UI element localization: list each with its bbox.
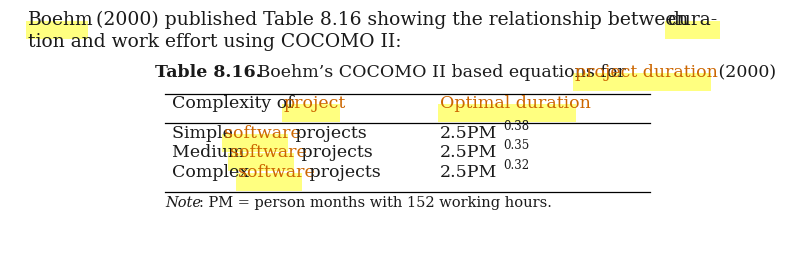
Text: : PM = person months with 152 working hours.: : PM = person months with 152 working ho…	[199, 196, 552, 210]
Text: 0.32: 0.32	[503, 159, 529, 172]
Text: project duration: project duration	[575, 64, 718, 81]
Text: projects: projects	[290, 125, 366, 142]
Text: Simple: Simple	[172, 125, 238, 142]
Bar	[222, 134, 288, 152]
Text: Complexity of: Complexity of	[172, 95, 299, 112]
Text: software: software	[230, 144, 306, 161]
Bar	[282, 104, 340, 122]
Text: project: project	[284, 95, 346, 112]
Text: Note: Note	[165, 196, 201, 210]
Text: 0.35: 0.35	[503, 139, 530, 152]
Text: Table 8.16.: Table 8.16.	[155, 64, 262, 81]
Text: software: software	[238, 164, 314, 181]
Text: 0.38: 0.38	[503, 120, 529, 133]
Text: Boehm: Boehm	[28, 11, 94, 29]
Text: 2.5PM: 2.5PM	[440, 125, 498, 142]
Text: (2000) published Table 8.16 showing the relationship between: (2000) published Table 8.16 showing the …	[90, 11, 694, 29]
Text: dura-: dura-	[667, 11, 718, 29]
Text: software: software	[224, 125, 301, 142]
Bar	[438, 104, 576, 122]
Text: (2000): (2000)	[713, 64, 776, 81]
Bar	[26, 21, 88, 39]
Bar	[236, 173, 302, 191]
Text: Optimal duration: Optimal duration	[440, 95, 591, 112]
Bar	[573, 73, 711, 91]
Text: tion and work effort using COCOMO II:: tion and work effort using COCOMO II:	[28, 33, 402, 51]
Text: projects: projects	[304, 164, 381, 181]
Text: 2.5PM: 2.5PM	[440, 144, 498, 161]
Text: Boehm’s COCOMO II based equations for: Boehm’s COCOMO II based equations for	[252, 64, 631, 81]
Text: projects: projects	[296, 144, 373, 161]
Bar	[665, 21, 720, 39]
Text: Medium: Medium	[172, 144, 250, 161]
Bar	[228, 153, 294, 171]
Text: Complex: Complex	[172, 164, 254, 181]
Text: 2.5PM: 2.5PM	[440, 164, 498, 181]
